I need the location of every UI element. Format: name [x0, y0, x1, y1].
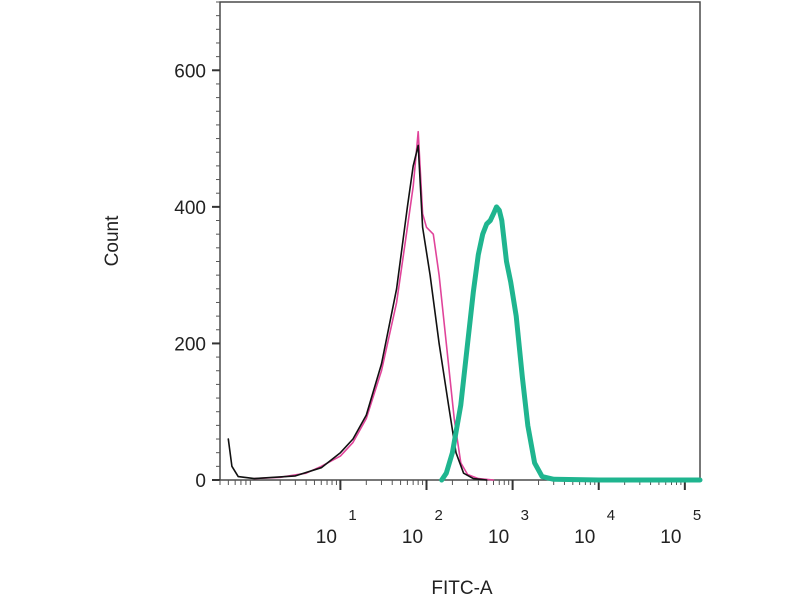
x-axis-label: FITC-A [431, 578, 493, 599]
x-tick-exponent: 3 [521, 507, 529, 524]
x-tick-label: 10 [660, 527, 681, 548]
y-axis-label: Count [102, 215, 123, 266]
y-tick-label: 200 [174, 334, 206, 355]
x-axis: 10 1 10 2 10 3 10 4 10 5 [219, 480, 701, 548]
y-minor-ticks [216, 1, 220, 467]
x-tick-exponent: 2 [434, 507, 442, 524]
series-line-2 [227, 144, 488, 481]
x-tick-label: 10 [488, 527, 509, 548]
series-group [227, 130, 703, 483]
y-axis: 0 200 400 600 [174, 61, 220, 492]
x-tick-exponent: 5 [693, 507, 701, 524]
x-tick-label: 10 [402, 527, 423, 548]
y-tick-label: 600 [174, 61, 206, 82]
x-tick-label: 10 [574, 527, 595, 548]
y-tick-label: 0 [195, 471, 206, 492]
x-tick-label: 10 [316, 527, 337, 548]
series-line-3 [439, 204, 703, 483]
x-tick-exponent: 1 [348, 507, 356, 524]
y-tick-label: 400 [174, 198, 206, 219]
x-tick-exponent: 4 [607, 507, 615, 524]
